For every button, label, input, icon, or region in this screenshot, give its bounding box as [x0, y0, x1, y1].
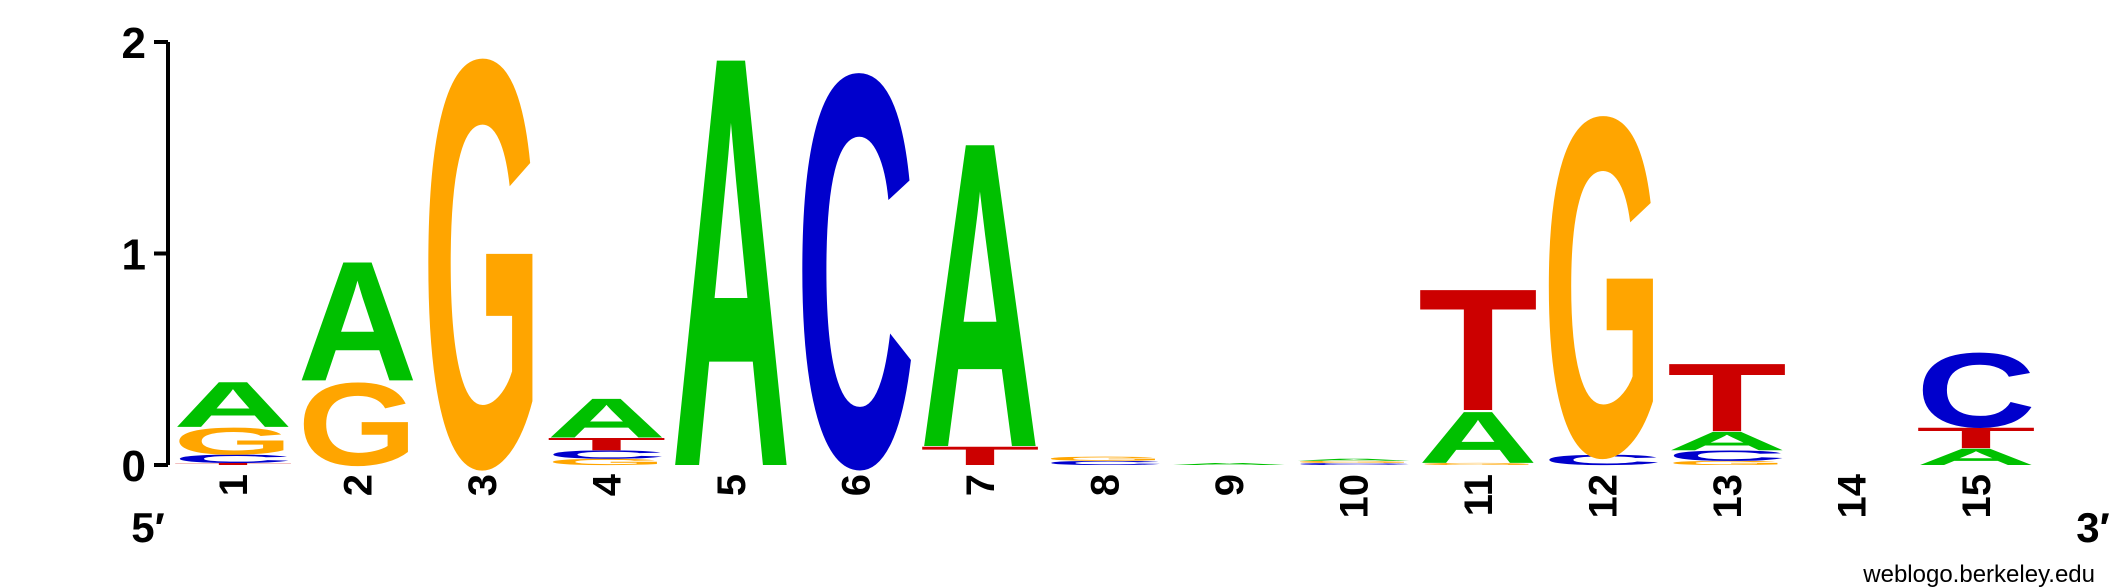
logo-letter-G: G	[173, 420, 293, 463]
logo-column-12: CG	[1543, 18, 1663, 558]
logo-column-8: CG	[1045, 455, 1165, 466]
logo-column-9: A	[1169, 462, 1289, 465]
logo-letter-A: A	[1294, 458, 1414, 461]
y-tick-label: 2	[122, 19, 146, 68]
logo-letter-A: A	[671, 0, 791, 588]
logo-letter-A: A	[920, 52, 1040, 540]
five-prime-label: 5′	[131, 504, 164, 551]
three-prime-label: 3′	[2076, 504, 2109, 551]
logo-letter-A: A	[547, 387, 667, 449]
logo-letter-C: C	[1294, 462, 1414, 465]
logo-letter-T: T	[547, 434, 667, 454]
x-tick-label: 9	[1208, 474, 1252, 496]
logo-letter-G: G	[1543, 18, 1663, 558]
logo-letter-G: G	[1667, 460, 1787, 467]
x-tick-label: 11	[1457, 474, 1501, 516]
logo-letter-A: A	[1169, 462, 1289, 465]
logo-letter-T: T	[173, 462, 293, 465]
logo-letter-C: C	[547, 448, 667, 461]
x-axis: 1 2 3 4 5 6 7 8 9 10 11 12 13 14 15	[212, 473, 1999, 518]
logo-letter-G: G	[547, 457, 667, 467]
logo-letter-T: T	[920, 441, 1040, 471]
x-tick-label: 14	[1831, 473, 1875, 518]
y-tick-label: 0	[122, 442, 146, 491]
logo-column-11: GAT	[1418, 253, 1538, 479]
logo-column-6: C	[796, 0, 916, 584]
x-tick-label: 8	[1084, 474, 1128, 496]
x-tick-label: 12	[1582, 474, 1626, 519]
x-tick-label: 10	[1333, 474, 1377, 519]
x-tick-label: 2	[337, 474, 381, 496]
logo-letter-A: A	[298, 225, 418, 417]
x-tick-label: 15	[1955, 474, 1999, 519]
x-tick-label: 6	[835, 474, 879, 496]
logo-column-7: TA	[920, 52, 1040, 540]
x-tick-label: 13	[1706, 474, 1750, 519]
logo-column-10: CGA	[1294, 458, 1414, 466]
y-tick-label: 1	[122, 231, 146, 280]
logo-column-15: ATC	[1916, 331, 2036, 470]
logo-letter-T: T	[1916, 421, 2036, 454]
y-axis: 0 1 2	[122, 19, 170, 491]
logo-letter-T: T	[1667, 343, 1787, 452]
x-tick-label: 5	[710, 474, 754, 496]
logo-letter-C: C	[173, 452, 293, 465]
x-tick-label: 7	[959, 474, 1003, 496]
logo-letter-C: C	[796, 0, 916, 584]
logo-letter-A: A	[1667, 426, 1787, 456]
logo-column-5: A	[671, 0, 791, 588]
logo-letter-C: C	[1045, 460, 1165, 467]
footer-credit: weblogo.berkeley.edu	[1862, 561, 2095, 588]
logo-letter-C: C	[1916, 331, 2036, 450]
logo-column-3: G	[422, 0, 542, 588]
logo-letter-T: T	[1418, 253, 1538, 447]
logo-letter-A: A	[173, 368, 293, 441]
logo-letter-G: G	[298, 359, 418, 491]
logo-letter-C: C	[1667, 447, 1787, 464]
logo-letter-G: G	[1418, 462, 1538, 465]
logo-letter-G: G	[1294, 460, 1414, 463]
logo-letter-A: A	[1418, 397, 1538, 479]
x-tick-label: 1	[212, 474, 256, 496]
logo-letter-G: G	[422, 0, 542, 588]
x-tick-label: 4	[586, 473, 630, 496]
logo-letter-G: G	[1045, 455, 1165, 462]
logo-column-2: GA	[298, 225, 418, 491]
logo-letter-A: A	[1916, 444, 2036, 470]
logo-letter-C: C	[1543, 452, 1663, 469]
x-tick-label: 3	[461, 474, 505, 496]
